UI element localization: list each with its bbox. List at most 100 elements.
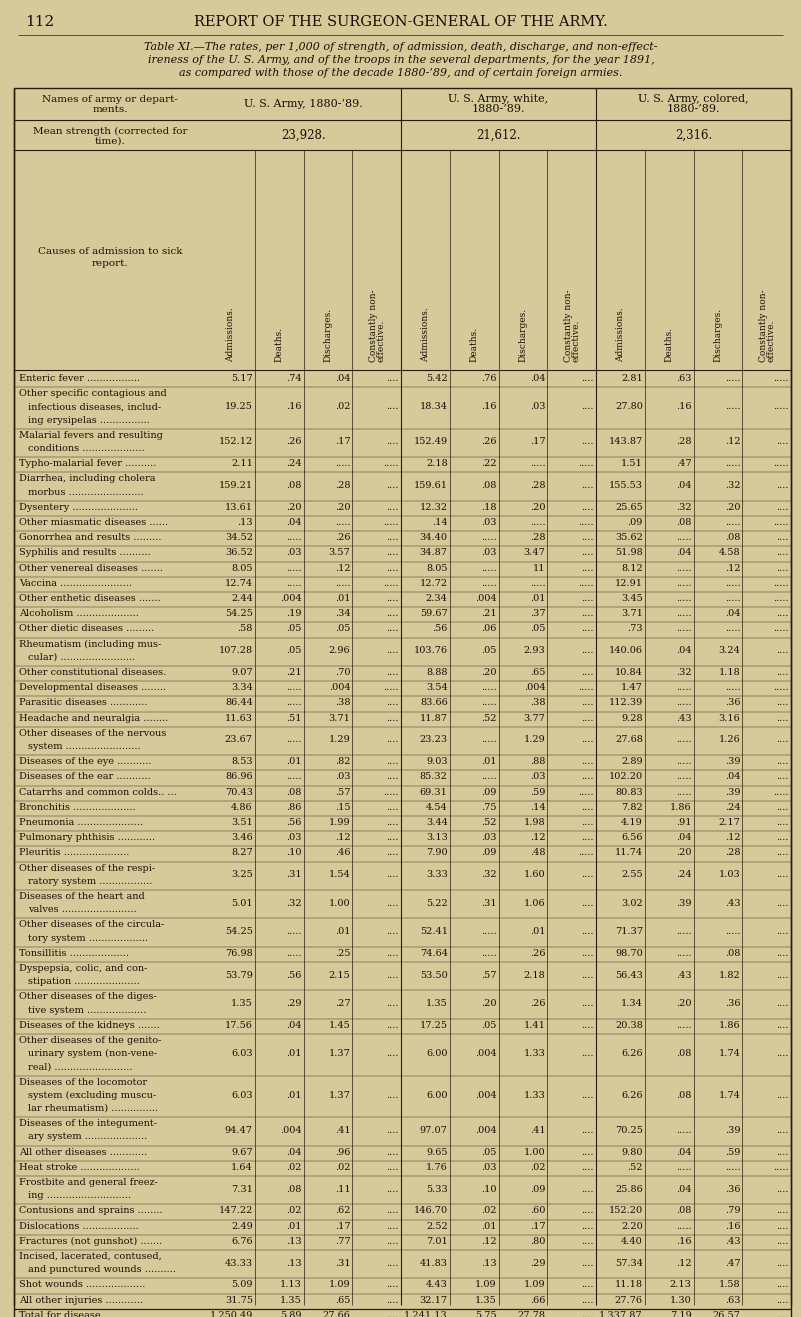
Text: .....: ..... — [481, 564, 497, 573]
Text: ....: .... — [582, 564, 594, 573]
Text: ....: .... — [776, 1280, 789, 1289]
Text: .32: .32 — [725, 481, 740, 490]
Text: 146.70: 146.70 — [413, 1206, 448, 1216]
Text: .12: .12 — [335, 564, 350, 573]
Text: Diseases of the locomotor: Diseases of the locomotor — [19, 1077, 147, 1087]
Text: .52: .52 — [627, 1163, 642, 1172]
Text: .....: ..... — [529, 518, 545, 527]
Text: .13: .13 — [237, 518, 253, 527]
Text: 152.12: 152.12 — [219, 437, 253, 446]
Text: .....: ..... — [725, 624, 740, 633]
Text: .08: .08 — [286, 1184, 301, 1193]
Text: Frostbite and general freez-: Frostbite and general freez- — [19, 1177, 158, 1187]
Text: .11: .11 — [335, 1184, 350, 1193]
Text: ....: .... — [387, 1310, 399, 1317]
Text: valves ........................: valves ........................ — [28, 905, 137, 914]
Text: Incised, lacerated, contused,: Incised, lacerated, contused, — [19, 1252, 162, 1260]
Text: Developmental diseases ........: Developmental diseases ........ — [19, 684, 166, 693]
Text: .26: .26 — [481, 437, 497, 446]
Text: 1.51: 1.51 — [621, 460, 642, 469]
Text: ....: .... — [387, 834, 399, 842]
Text: Fractures (not gunshot) .......: Fractures (not gunshot) ....... — [19, 1237, 163, 1246]
Text: 94.47: 94.47 — [225, 1126, 253, 1135]
Text: ....: .... — [582, 871, 594, 880]
Text: .18: .18 — [481, 503, 497, 512]
Text: ....: .... — [582, 1206, 594, 1216]
Text: .36: .36 — [725, 698, 740, 707]
Text: .08: .08 — [286, 481, 301, 490]
Text: 1.00: 1.00 — [524, 1147, 545, 1156]
Text: .04: .04 — [676, 647, 691, 655]
Text: .....: ..... — [529, 460, 545, 469]
Text: .48: .48 — [529, 848, 545, 857]
Text: .03: .03 — [529, 403, 545, 411]
Text: .09: .09 — [627, 518, 642, 527]
Text: .....: ..... — [725, 594, 740, 603]
Text: 1.54: 1.54 — [328, 871, 350, 880]
Text: Table XI.—The rates, per 1,000 of strength, of admission, death, discharge, and : Table XI.—The rates, per 1,000 of streng… — [144, 42, 658, 51]
Text: .17: .17 — [335, 437, 350, 446]
Text: .01: .01 — [481, 1222, 497, 1230]
Text: .05: .05 — [481, 1021, 497, 1030]
Text: 5.42: 5.42 — [426, 374, 448, 383]
Text: All other diseases ............: All other diseases ............ — [19, 1147, 147, 1156]
Text: 6.26: 6.26 — [621, 1090, 642, 1100]
Text: .28: .28 — [529, 533, 545, 543]
Text: 2.18: 2.18 — [524, 971, 545, 980]
Text: .28: .28 — [529, 481, 545, 490]
Text: Discharges.: Discharges. — [518, 308, 527, 362]
Text: .04: .04 — [286, 1147, 301, 1156]
Text: .12: .12 — [481, 1237, 497, 1246]
Text: .01: .01 — [529, 594, 545, 603]
Text: 18.34: 18.34 — [420, 403, 448, 411]
Text: .08: .08 — [676, 1090, 691, 1100]
Text: 12.91: 12.91 — [614, 578, 642, 587]
Text: Rheumatism (including mus-: Rheumatism (including mus- — [19, 640, 161, 649]
Text: .21: .21 — [481, 610, 497, 618]
Text: ....: .... — [387, 898, 399, 907]
Text: ....: .... — [776, 503, 789, 512]
Text: ....: .... — [776, 714, 789, 723]
Text: .05: .05 — [335, 624, 350, 633]
Text: ....: .... — [582, 803, 594, 811]
Text: .65: .65 — [335, 1296, 350, 1305]
Text: .02: .02 — [529, 1163, 545, 1172]
Text: .12: .12 — [676, 1259, 691, 1267]
Text: 5.01: 5.01 — [231, 898, 253, 907]
Text: 2.11: 2.11 — [231, 460, 253, 469]
Text: ....: .... — [776, 564, 789, 573]
Text: .....: ..... — [676, 1222, 691, 1230]
Text: 5.09: 5.09 — [231, 1280, 253, 1289]
Text: 3.34: 3.34 — [231, 684, 253, 693]
Text: .02: .02 — [286, 1163, 301, 1172]
Text: 27.80: 27.80 — [615, 403, 642, 411]
Text: .31: .31 — [335, 1259, 350, 1267]
Text: .....: ..... — [286, 698, 301, 707]
Text: ....: .... — [582, 1163, 594, 1172]
Text: 8.88: 8.88 — [426, 668, 448, 677]
Text: Diseases of the ear ...........: Diseases of the ear ........... — [19, 772, 151, 781]
Text: 3.71: 3.71 — [328, 714, 350, 723]
Text: as compared with those of the decade 1880-’89, and of certain foreign armies.: as compared with those of the decade 188… — [179, 68, 622, 78]
Text: ....: .... — [776, 1237, 789, 1246]
Text: .....: ..... — [774, 518, 789, 527]
Text: .80: .80 — [530, 1237, 545, 1246]
Text: .59: .59 — [725, 1147, 740, 1156]
Text: Shot wounds ...................: Shot wounds ................... — [19, 1280, 145, 1289]
Text: 7.82: 7.82 — [621, 803, 642, 811]
Text: .13: .13 — [286, 1237, 301, 1246]
Text: .28: .28 — [335, 481, 350, 490]
Text: 1.64: 1.64 — [231, 1163, 253, 1172]
Text: .08: .08 — [676, 1206, 691, 1216]
Text: 143.87: 143.87 — [609, 437, 642, 446]
Text: .....: ..... — [676, 735, 691, 744]
Text: 140.06: 140.06 — [609, 647, 642, 655]
Text: .29: .29 — [529, 1259, 545, 1267]
Text: Constantly non-: Constantly non- — [759, 290, 768, 362]
Text: ....: .... — [582, 818, 594, 827]
Text: .01: .01 — [286, 1050, 301, 1058]
Text: .31: .31 — [286, 871, 301, 880]
Text: .....: ..... — [384, 684, 399, 693]
Text: ....: .... — [776, 898, 789, 907]
Text: .36: .36 — [725, 1000, 740, 1008]
